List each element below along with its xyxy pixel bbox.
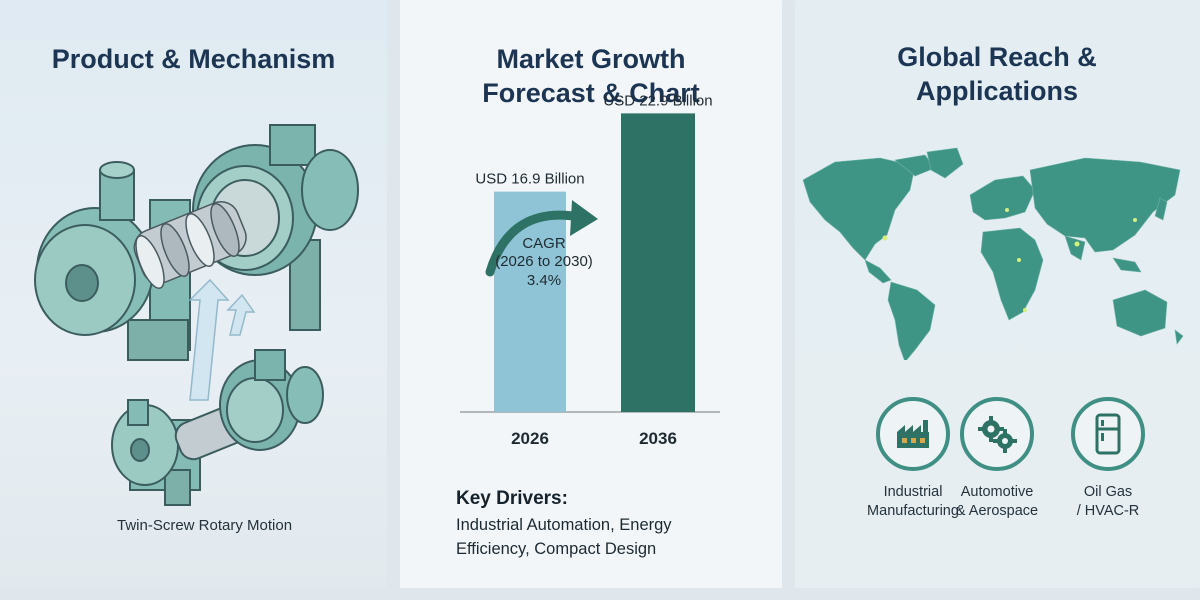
gears-icon [960,397,1034,471]
bar-2036 [621,113,695,412]
application-label: Oil Gas / HVAC-R [1076,484,1140,519]
application-item-automotive: Automotive & Aerospace [932,397,1062,521]
refrigerator-icon [1071,397,1145,471]
cagr-arrow [485,200,598,277]
cagr-period: (2026 to 2030) [495,253,593,270]
twin-screw-pump-illustration [34,124,359,506]
market-panel: Market Growth Forecast & Chart USD 16.9 … [400,0,782,588]
application-label: Industrial Manufacturing [867,484,959,519]
bar-value-label: USD 22.9 Billion [603,92,712,109]
key-drivers-text: Industrial Automation, Energy Efficiency… [456,516,672,558]
global-title: Global Reach & Applications [897,42,1097,106]
key-drivers-heading: Key Drivers: [456,488,568,509]
region-markers [882,208,1137,312]
factory-icon [876,397,950,471]
world-map [802,147,1184,360]
application-label: Automotive & Aerospace [955,484,1039,519]
global-panel: Global Reach & Applications [795,0,1200,588]
x-tick-label: 2036 [639,429,677,448]
screw-rotors [133,201,247,289]
market-title: Market Growth Forecast & Chart [482,44,700,108]
market-forecast-chart: USD 16.9 Billion 2026 USD 22.9 Billion 2036… [460,92,720,448]
application-item-oilgas: Oil Gas / HVAC-R [1043,397,1173,521]
cagr-value: 3.4% [527,272,561,289]
product-title: Product & Mechanism [51,44,336,74]
bar-value-label: USD 16.9 Billion [475,171,584,188]
application-item-industrial: Industrial Manufacturing [848,397,978,521]
x-tick-label: 2026 [511,429,549,448]
mechanism-caption: Twin-Screw Rotary Motion [117,517,293,534]
flow-arrows [188,278,256,401]
cagr-label: CAGR [522,235,566,252]
product-panel: Product & Mechanism [0,0,387,588]
small-pump [111,349,324,506]
bar-2026 [494,191,566,412]
